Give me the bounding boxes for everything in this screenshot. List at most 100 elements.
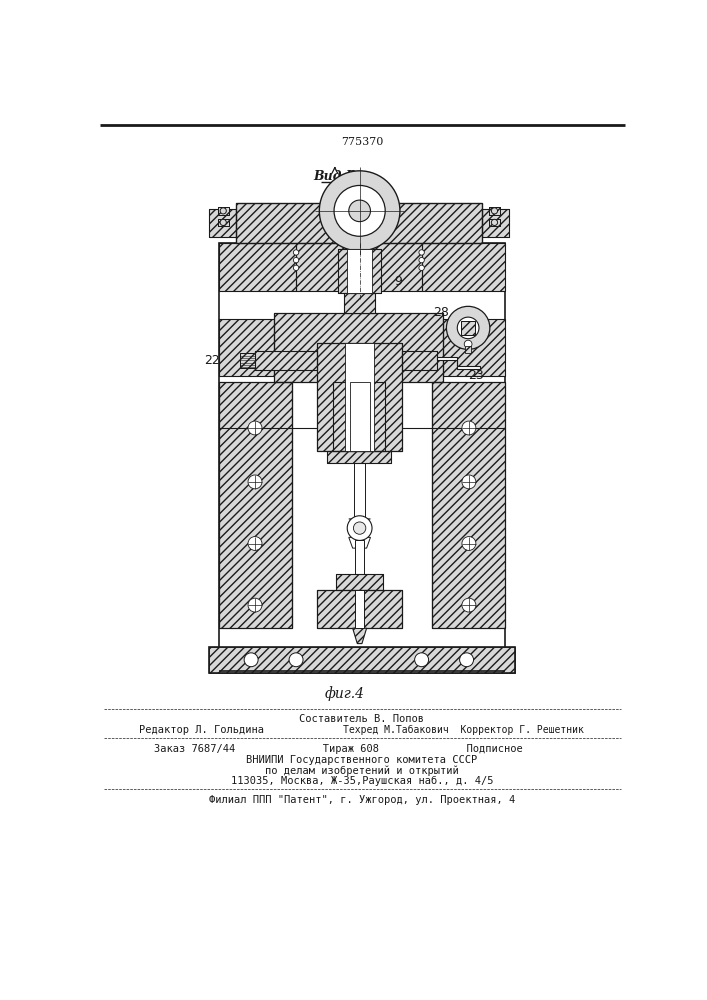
- Circle shape: [460, 653, 474, 667]
- Circle shape: [462, 475, 476, 489]
- Circle shape: [244, 653, 258, 667]
- Bar: [209, 647, 515, 673]
- Text: Вид В: Вид В: [313, 170, 356, 183]
- Bar: [218, 219, 228, 226]
- Circle shape: [248, 598, 262, 612]
- Bar: [402, 351, 437, 370]
- Bar: [354, 463, 365, 520]
- Bar: [255, 351, 317, 370]
- Bar: [218, 319, 274, 376]
- Circle shape: [248, 475, 262, 489]
- Bar: [489, 207, 500, 215]
- Bar: [296, 243, 421, 291]
- Text: 113035, Москва, Ж-35,Раушская наб., д. 4/5: 113035, Москва, Ж-35,Раушская наб., д. 4…: [230, 776, 493, 786]
- Circle shape: [462, 598, 476, 612]
- Circle shape: [293, 250, 299, 255]
- Bar: [240, 353, 255, 368]
- Bar: [235, 203, 482, 243]
- Bar: [218, 319, 274, 376]
- Bar: [482, 209, 509, 237]
- Circle shape: [248, 537, 262, 550]
- Bar: [338, 249, 381, 293]
- Bar: [274, 312, 443, 382]
- Text: 775370: 775370: [341, 137, 383, 147]
- Bar: [355, 590, 364, 628]
- Bar: [344, 293, 375, 312]
- Polygon shape: [349, 519, 370, 520]
- Circle shape: [289, 653, 303, 667]
- Circle shape: [462, 537, 476, 550]
- Text: Техред М.Табакович  Корректор Г. Решетник: Техред М.Табакович Корректор Г. Решетник: [343, 725, 583, 735]
- Bar: [337, 574, 383, 590]
- Text: 23: 23: [468, 369, 484, 382]
- Bar: [218, 219, 228, 226]
- Bar: [489, 207, 500, 215]
- Bar: [327, 451, 392, 463]
- Bar: [218, 382, 292, 628]
- Bar: [333, 382, 385, 451]
- Bar: [240, 353, 255, 368]
- Bar: [317, 590, 402, 628]
- Text: 28: 28: [433, 306, 449, 319]
- Circle shape: [464, 340, 472, 348]
- Circle shape: [220, 208, 226, 214]
- Bar: [327, 451, 392, 463]
- Circle shape: [220, 219, 226, 225]
- Circle shape: [248, 421, 262, 435]
- Text: Составитель В. Попов: Составитель В. Попов: [300, 714, 424, 724]
- Text: Заказ 7687/44              Тираж 608              Подписное: Заказ 7687/44 Тираж 608 Подписное: [154, 744, 523, 754]
- Circle shape: [491, 208, 498, 214]
- Bar: [218, 243, 506, 671]
- Bar: [255, 351, 317, 370]
- Bar: [274, 312, 443, 382]
- Bar: [402, 351, 437, 370]
- Bar: [337, 574, 383, 590]
- Bar: [317, 590, 402, 628]
- Bar: [209, 209, 235, 237]
- Bar: [489, 219, 500, 226]
- Text: 22: 22: [204, 354, 220, 367]
- Bar: [235, 203, 482, 243]
- Bar: [218, 207, 228, 215]
- Bar: [432, 382, 506, 628]
- Circle shape: [457, 317, 479, 339]
- Polygon shape: [353, 628, 367, 644]
- Bar: [218, 207, 228, 215]
- Bar: [421, 243, 506, 291]
- Bar: [461, 321, 475, 335]
- Text: по делам изобретений и открытий: по делам изобретений и открытий: [265, 765, 459, 776]
- Bar: [443, 319, 506, 376]
- Bar: [345, 343, 374, 451]
- Bar: [489, 219, 500, 226]
- Circle shape: [293, 265, 299, 271]
- Polygon shape: [349, 537, 370, 548]
- Bar: [218, 382, 292, 628]
- Circle shape: [419, 250, 424, 255]
- Bar: [465, 346, 472, 353]
- Bar: [218, 243, 296, 291]
- Circle shape: [320, 171, 400, 251]
- Circle shape: [491, 219, 498, 225]
- Text: 5: 5: [412, 352, 421, 365]
- Bar: [317, 343, 402, 451]
- Bar: [344, 293, 375, 312]
- Text: фиг.4: фиг.4: [324, 686, 364, 701]
- Circle shape: [414, 653, 428, 667]
- Circle shape: [419, 265, 424, 271]
- Circle shape: [293, 257, 299, 263]
- Bar: [347, 249, 372, 293]
- Bar: [209, 209, 235, 237]
- Bar: [482, 209, 509, 237]
- Circle shape: [446, 306, 490, 349]
- Bar: [209, 647, 515, 673]
- Bar: [461, 321, 475, 335]
- Bar: [338, 249, 381, 293]
- Text: 9: 9: [395, 275, 402, 288]
- Circle shape: [349, 200, 370, 222]
- Text: Редактор Л. Гольдина: Редактор Л. Гольдина: [139, 725, 264, 735]
- Circle shape: [334, 185, 385, 236]
- Text: Филиал ППП "Патент", г. Ужгород, ул. Проектная, 4: Филиал ППП "Патент", г. Ужгород, ул. Про…: [209, 795, 515, 805]
- Bar: [333, 382, 385, 451]
- Bar: [355, 540, 364, 574]
- Circle shape: [347, 516, 372, 540]
